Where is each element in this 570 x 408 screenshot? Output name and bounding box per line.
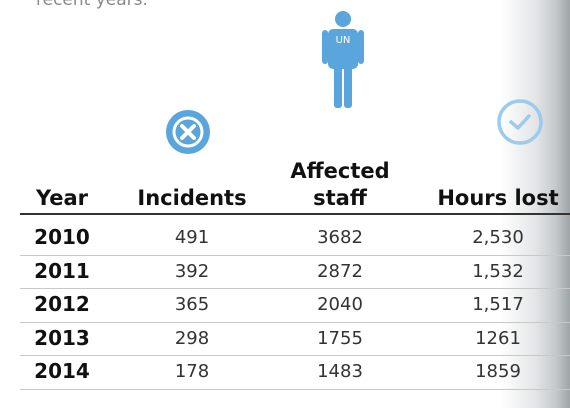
value-cell: 491 bbox=[174, 227, 210, 248]
year-cell: 2012 bbox=[34, 292, 90, 316]
year-cell: 2014 bbox=[34, 359, 90, 383]
incident-icon bbox=[166, 110, 210, 154]
row-rule bbox=[20, 254, 570, 256]
value-cell: 1261 bbox=[475, 327, 521, 349]
value-cell: 2040 bbox=[317, 294, 363, 315]
column-header: Affected staff bbox=[290, 159, 390, 210]
value-cell: 2872 bbox=[317, 260, 363, 282]
icon-label: UN bbox=[336, 35, 351, 46]
row-rule bbox=[20, 288, 570, 289]
value-cell: 2,530 bbox=[472, 227, 524, 248]
row-rule bbox=[20, 321, 570, 323]
value-cell: 298 bbox=[174, 327, 210, 349]
year-cell: 2013 bbox=[34, 325, 90, 350]
column-header: Hours lost bbox=[437, 186, 559, 210]
year-cell: 2011 bbox=[34, 258, 90, 283]
column-header: Year bbox=[35, 186, 89, 210]
value-cell: 365 bbox=[174, 294, 210, 315]
row-rule bbox=[20, 388, 570, 390]
value-cell: 3682 bbox=[317, 227, 363, 248]
year-cell: 2010 bbox=[34, 225, 90, 249]
header-rule bbox=[20, 213, 570, 215]
clock-icon bbox=[497, 99, 543, 145]
value-cell: 1,517 bbox=[472, 294, 524, 315]
value-cell: 1,532 bbox=[472, 260, 524, 282]
column-header: Incidents bbox=[137, 186, 247, 210]
value-cell: 392 bbox=[174, 260, 210, 282]
person-icon: UN bbox=[322, 11, 364, 108]
value-cell: 1859 bbox=[475, 361, 521, 382]
value-cell: 1755 bbox=[317, 327, 363, 349]
value-cell: 178 bbox=[174, 361, 210, 382]
intro-text: recent years. bbox=[36, 0, 148, 10]
row-rule bbox=[20, 355, 570, 356]
value-cell: 1483 bbox=[317, 361, 363, 382]
